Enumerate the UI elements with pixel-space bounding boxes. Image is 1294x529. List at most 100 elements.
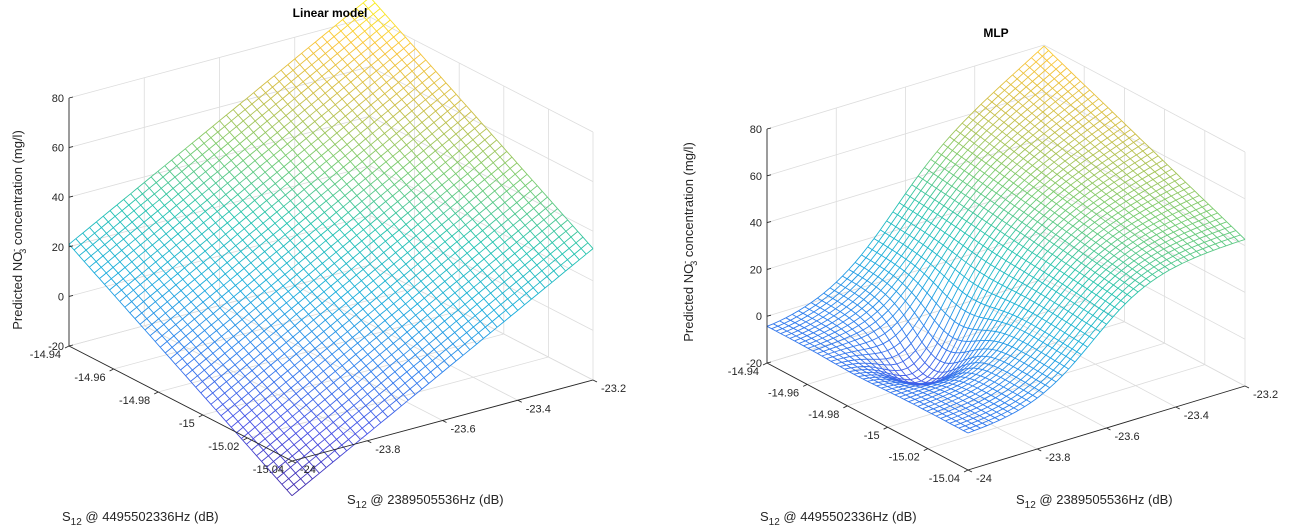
surface-line — [282, 92, 290, 99]
surface-line — [193, 171, 200, 178]
surface-line — [381, 223, 388, 231]
surface-line — [380, 235, 386, 242]
surface-line — [288, 398, 295, 406]
surface-line — [389, 365, 396, 373]
surface-line — [198, 176, 205, 184]
surface-line — [1113, 278, 1121, 286]
surface-line — [550, 253, 556, 260]
surface-line — [357, 36, 364, 43]
surface-line — [291, 268, 298, 275]
surface-line — [314, 382, 322, 389]
surface-line — [396, 399, 402, 407]
surface-line — [955, 418, 963, 422]
surface-line — [372, 167, 380, 174]
surface-line — [1035, 224, 1043, 233]
surface-line — [348, 166, 356, 174]
surface-line — [266, 234, 274, 241]
surface-line — [361, 155, 370, 162]
surface-line — [465, 184, 472, 192]
surface-line — [413, 286, 420, 293]
surface-line — [974, 409, 982, 414]
surface-line — [337, 314, 345, 321]
surface-line — [541, 270, 548, 277]
surface-line — [475, 230, 483, 237]
surface-line — [995, 285, 1003, 296]
surface-line — [334, 217, 342, 225]
surface-line — [414, 207, 421, 214]
surface-line — [214, 256, 223, 263]
surface-line — [87, 238, 94, 245]
surface-line — [223, 165, 230, 173]
surface-line — [403, 48, 410, 55]
surface-line — [241, 131, 247, 139]
surface-line — [990, 320, 998, 332]
surface-line — [366, 161, 375, 168]
surface-line — [1110, 193, 1118, 199]
surface-line — [332, 274, 338, 281]
surface-line — [379, 388, 387, 395]
surface-line — [269, 211, 278, 218]
surface-line — [524, 259, 532, 266]
surface-line — [524, 219, 533, 226]
surface-line — [1056, 343, 1064, 351]
surface-line — [1053, 329, 1061, 338]
surface-line — [210, 137, 217, 144]
surface-line — [306, 359, 314, 366]
surface-line — [227, 182, 234, 190]
surface-line — [358, 223, 364, 230]
surface-line — [342, 200, 351, 208]
surface-line — [340, 291, 348, 298]
surface-line — [328, 251, 337, 259]
surface-line — [457, 122, 464, 129]
surface-line — [425, 59, 432, 66]
surface-line — [227, 404, 235, 411]
surface-line — [1003, 355, 1011, 363]
surface-line — [1073, 330, 1081, 339]
surface-line — [273, 109, 282, 116]
surface-line — [473, 321, 481, 328]
surface-line — [214, 341, 221, 348]
surface-line — [343, 47, 350, 54]
surface-line — [270, 404, 276, 411]
surface-line — [268, 415, 275, 423]
surface-line — [282, 359, 290, 366]
surface-line — [348, 354, 357, 361]
surface-line — [280, 330, 289, 338]
surface-line — [469, 116, 477, 124]
surface-line — [341, 172, 349, 179]
surface-line — [999, 323, 1007, 333]
surface-line — [429, 258, 437, 265]
surface-line — [369, 70, 377, 77]
z-tick-label: 20 — [52, 242, 64, 254]
surface-line — [191, 176, 199, 184]
surface-line — [140, 204, 147, 212]
surface-line — [220, 409, 229, 417]
surface-line — [550, 247, 558, 255]
surface-line — [178, 301, 185, 308]
surface-line — [471, 338, 478, 345]
surface-line — [1022, 334, 1030, 343]
surface-line — [306, 240, 315, 247]
surface-line — [249, 415, 258, 422]
surface-line — [434, 264, 442, 271]
surface-line — [1100, 213, 1108, 219]
surface-line — [188, 199, 196, 206]
surface-line — [348, 47, 357, 55]
surface-line — [458, 264, 466, 271]
surface-line — [287, 98, 295, 105]
surface-line — [192, 330, 199, 337]
surface-line — [327, 189, 334, 196]
surface-line — [514, 207, 523, 215]
surface-line — [208, 188, 215, 195]
surface-line — [406, 326, 415, 333]
surface-line — [405, 337, 413, 344]
surface-line — [387, 337, 394, 344]
surface-line — [520, 287, 527, 294]
surface-line — [383, 212, 390, 219]
surface-line — [415, 354, 421, 361]
surface-line — [365, 325, 372, 333]
surface-line — [502, 253, 509, 260]
surface-line — [220, 148, 227, 156]
surface-line — [509, 241, 517, 249]
surface-line — [318, 319, 326, 327]
